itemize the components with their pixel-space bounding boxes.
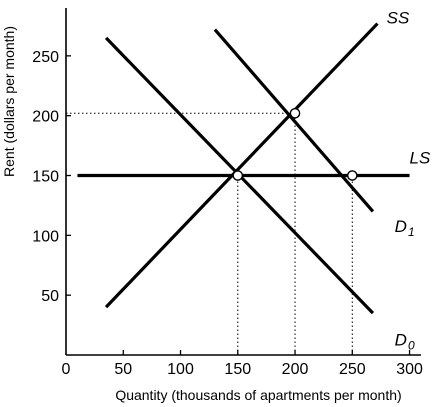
curve-label-ss: SS (387, 9, 410, 28)
ticks: 0 50 100 150 200 250 300 50 100 150 200 250 (32, 49, 423, 378)
y-axis-title: Rent (dollars per month) (1, 26, 17, 177)
equilibrium-point-1 (289, 107, 301, 119)
x-axis-title: Quantity (thousands of apartments per mo… (115, 387, 401, 403)
x-tick-label-100: 100 (167, 361, 194, 378)
curves (77, 22, 410, 315)
curve-label-d0: D0 (395, 330, 415, 352)
equilibrium-point-0 (232, 170, 244, 181)
equilibrium-point-2 (346, 170, 358, 181)
x-tick-label-200: 200 (282, 361, 309, 378)
y-tick-label-200: 200 (32, 109, 59, 126)
y-tick-label-50: 50 (41, 288, 59, 305)
y-tick-label-250: 250 (32, 49, 59, 66)
curve-ss (104, 22, 379, 309)
curve-label-ls: LS (410, 149, 431, 168)
x-tick-label-150: 150 (224, 361, 251, 378)
guide-lines (66, 112, 353, 355)
x-tick-label-0: 0 (62, 361, 71, 378)
curve-label-d1: D1 (395, 217, 415, 239)
y-tick-label-100: 100 (32, 228, 59, 245)
x-tick-label-50: 50 (114, 361, 132, 378)
axes (65, 8, 421, 356)
curve-labels: SS LS D1 D0 (387, 9, 431, 353)
x-tick-label-250: 250 (339, 361, 366, 378)
x-tick-label-300: 300 (396, 361, 423, 378)
equilibrium-points (232, 107, 358, 181)
curve-d1 (213, 28, 375, 213)
y-tick-label-150: 150 (32, 169, 59, 186)
